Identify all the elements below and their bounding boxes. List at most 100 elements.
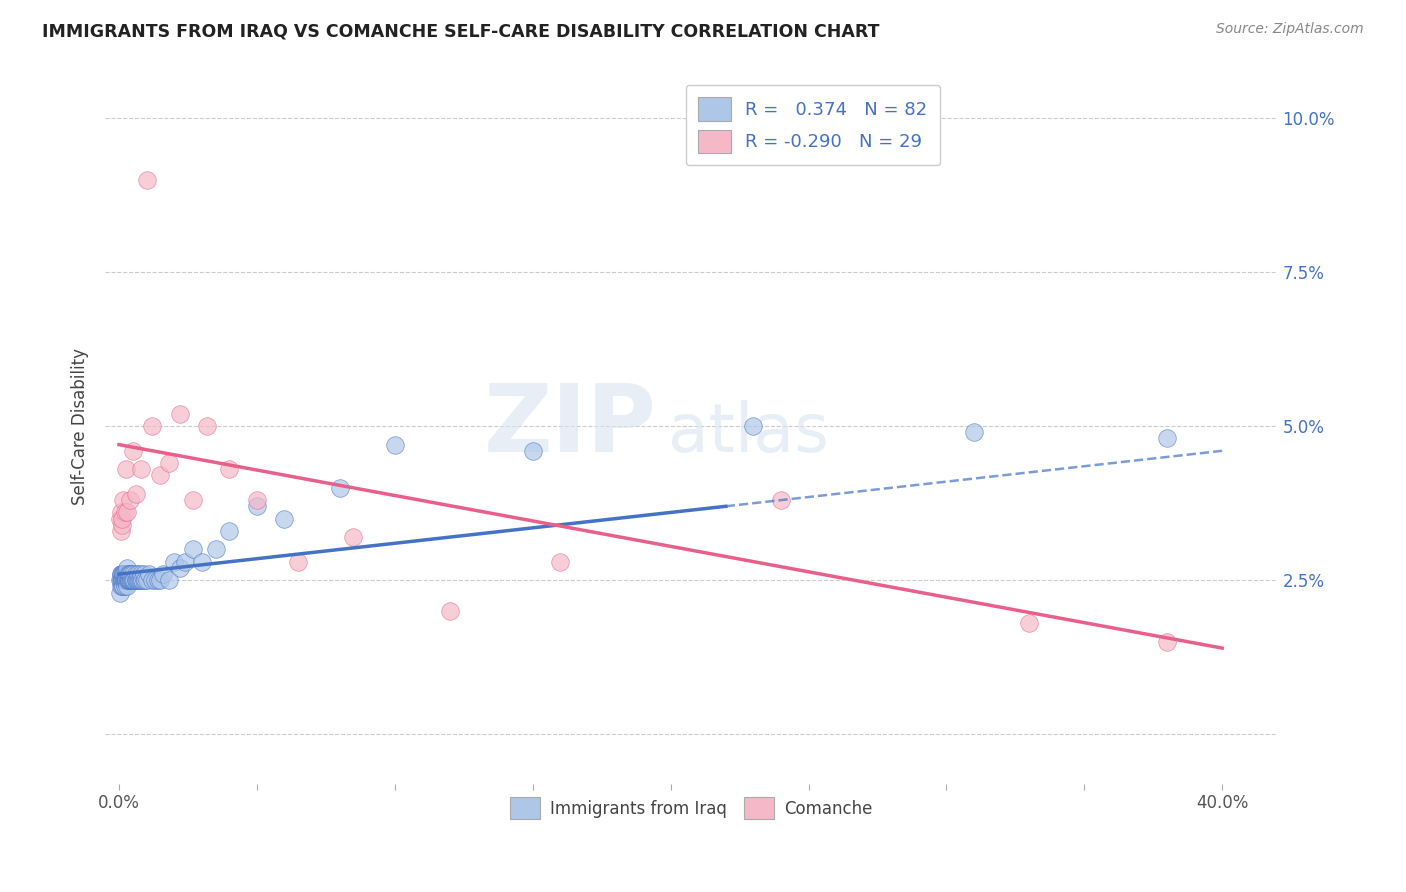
- Point: [111, 574, 134, 588]
- Text: Source: ZipAtlas.com: Source: ZipAtlas.com: [1216, 22, 1364, 37]
- Point: [135, 172, 157, 186]
- Point: [115, 462, 138, 476]
- Point: [128, 574, 150, 588]
- Text: atlas: atlas: [668, 401, 828, 467]
- Point: [190, 555, 212, 569]
- Point: [125, 574, 148, 588]
- Point: [1156, 432, 1178, 446]
- Point: [127, 574, 149, 588]
- Point: [111, 511, 134, 525]
- Point: [138, 567, 160, 582]
- Point: [111, 579, 134, 593]
- Point: [384, 437, 406, 451]
- Point: [146, 574, 169, 588]
- Point: [114, 579, 136, 593]
- Point: [108, 574, 131, 588]
- Point: [112, 493, 135, 508]
- Point: [1156, 635, 1178, 649]
- Point: [112, 574, 135, 588]
- Point: [963, 425, 986, 440]
- Point: [121, 443, 143, 458]
- Point: [195, 419, 218, 434]
- Y-axis label: Self-Care Disability: Self-Care Disability: [72, 348, 89, 505]
- Point: [742, 419, 765, 434]
- Point: [218, 524, 240, 538]
- Point: [111, 567, 134, 582]
- Point: [134, 574, 156, 588]
- Point: [135, 574, 157, 588]
- Point: [110, 585, 132, 599]
- Point: [129, 574, 152, 588]
- Point: [218, 462, 240, 476]
- Point: [128, 574, 150, 588]
- Point: [120, 574, 142, 588]
- Point: [120, 574, 142, 588]
- Point: [111, 567, 134, 582]
- Point: [157, 456, 180, 470]
- Point: [111, 574, 134, 588]
- Point: [157, 574, 180, 588]
- Point: [1018, 616, 1040, 631]
- Point: [522, 443, 544, 458]
- Point: [110, 579, 132, 593]
- Point: [204, 542, 226, 557]
- Point: [132, 567, 155, 582]
- Point: [114, 567, 136, 582]
- Point: [125, 574, 148, 588]
- Point: [120, 567, 142, 582]
- Point: [114, 574, 136, 588]
- Point: [141, 419, 163, 434]
- Point: [117, 567, 139, 582]
- Point: [111, 517, 134, 532]
- Point: [115, 567, 138, 582]
- Point: [118, 567, 141, 582]
- Point: [115, 574, 138, 588]
- Point: [149, 468, 172, 483]
- Point: [115, 574, 138, 588]
- Point: [110, 567, 132, 582]
- Point: [117, 505, 139, 519]
- Point: [246, 500, 269, 514]
- Point: [124, 574, 146, 588]
- Point: [342, 530, 364, 544]
- Point: [273, 511, 295, 525]
- Point: [118, 574, 141, 588]
- Point: [183, 493, 205, 508]
- Point: [329, 481, 352, 495]
- Point: [122, 574, 145, 588]
- Point: [169, 407, 191, 421]
- Point: [118, 574, 141, 588]
- Point: [143, 574, 166, 588]
- Point: [246, 493, 269, 508]
- Point: [117, 574, 139, 588]
- Point: [163, 555, 186, 569]
- Point: [112, 574, 135, 588]
- Point: [132, 574, 155, 588]
- Point: [110, 524, 132, 538]
- Point: [115, 574, 138, 588]
- Point: [174, 555, 197, 569]
- Point: [117, 574, 139, 588]
- Point: [118, 567, 141, 582]
- Point: [112, 567, 135, 582]
- Point: [129, 462, 152, 476]
- Text: IMMIGRANTS FROM IRAQ VS COMANCHE SELF-CARE DISABILITY CORRELATION CHART: IMMIGRANTS FROM IRAQ VS COMANCHE SELF-CA…: [42, 22, 880, 40]
- Point: [124, 567, 146, 582]
- Point: [141, 574, 163, 588]
- Point: [769, 493, 792, 508]
- Point: [152, 567, 174, 582]
- Point: [114, 574, 136, 588]
- Point: [169, 561, 191, 575]
- Text: ZIP: ZIP: [484, 380, 657, 472]
- Point: [439, 604, 461, 618]
- Point: [287, 555, 309, 569]
- Point: [111, 574, 134, 588]
- Point: [117, 561, 139, 575]
- Point: [112, 579, 135, 593]
- Point: [127, 567, 149, 582]
- Point: [550, 555, 572, 569]
- Point: [131, 574, 153, 588]
- Point: [118, 574, 141, 588]
- Point: [183, 542, 205, 557]
- Point: [118, 493, 141, 508]
